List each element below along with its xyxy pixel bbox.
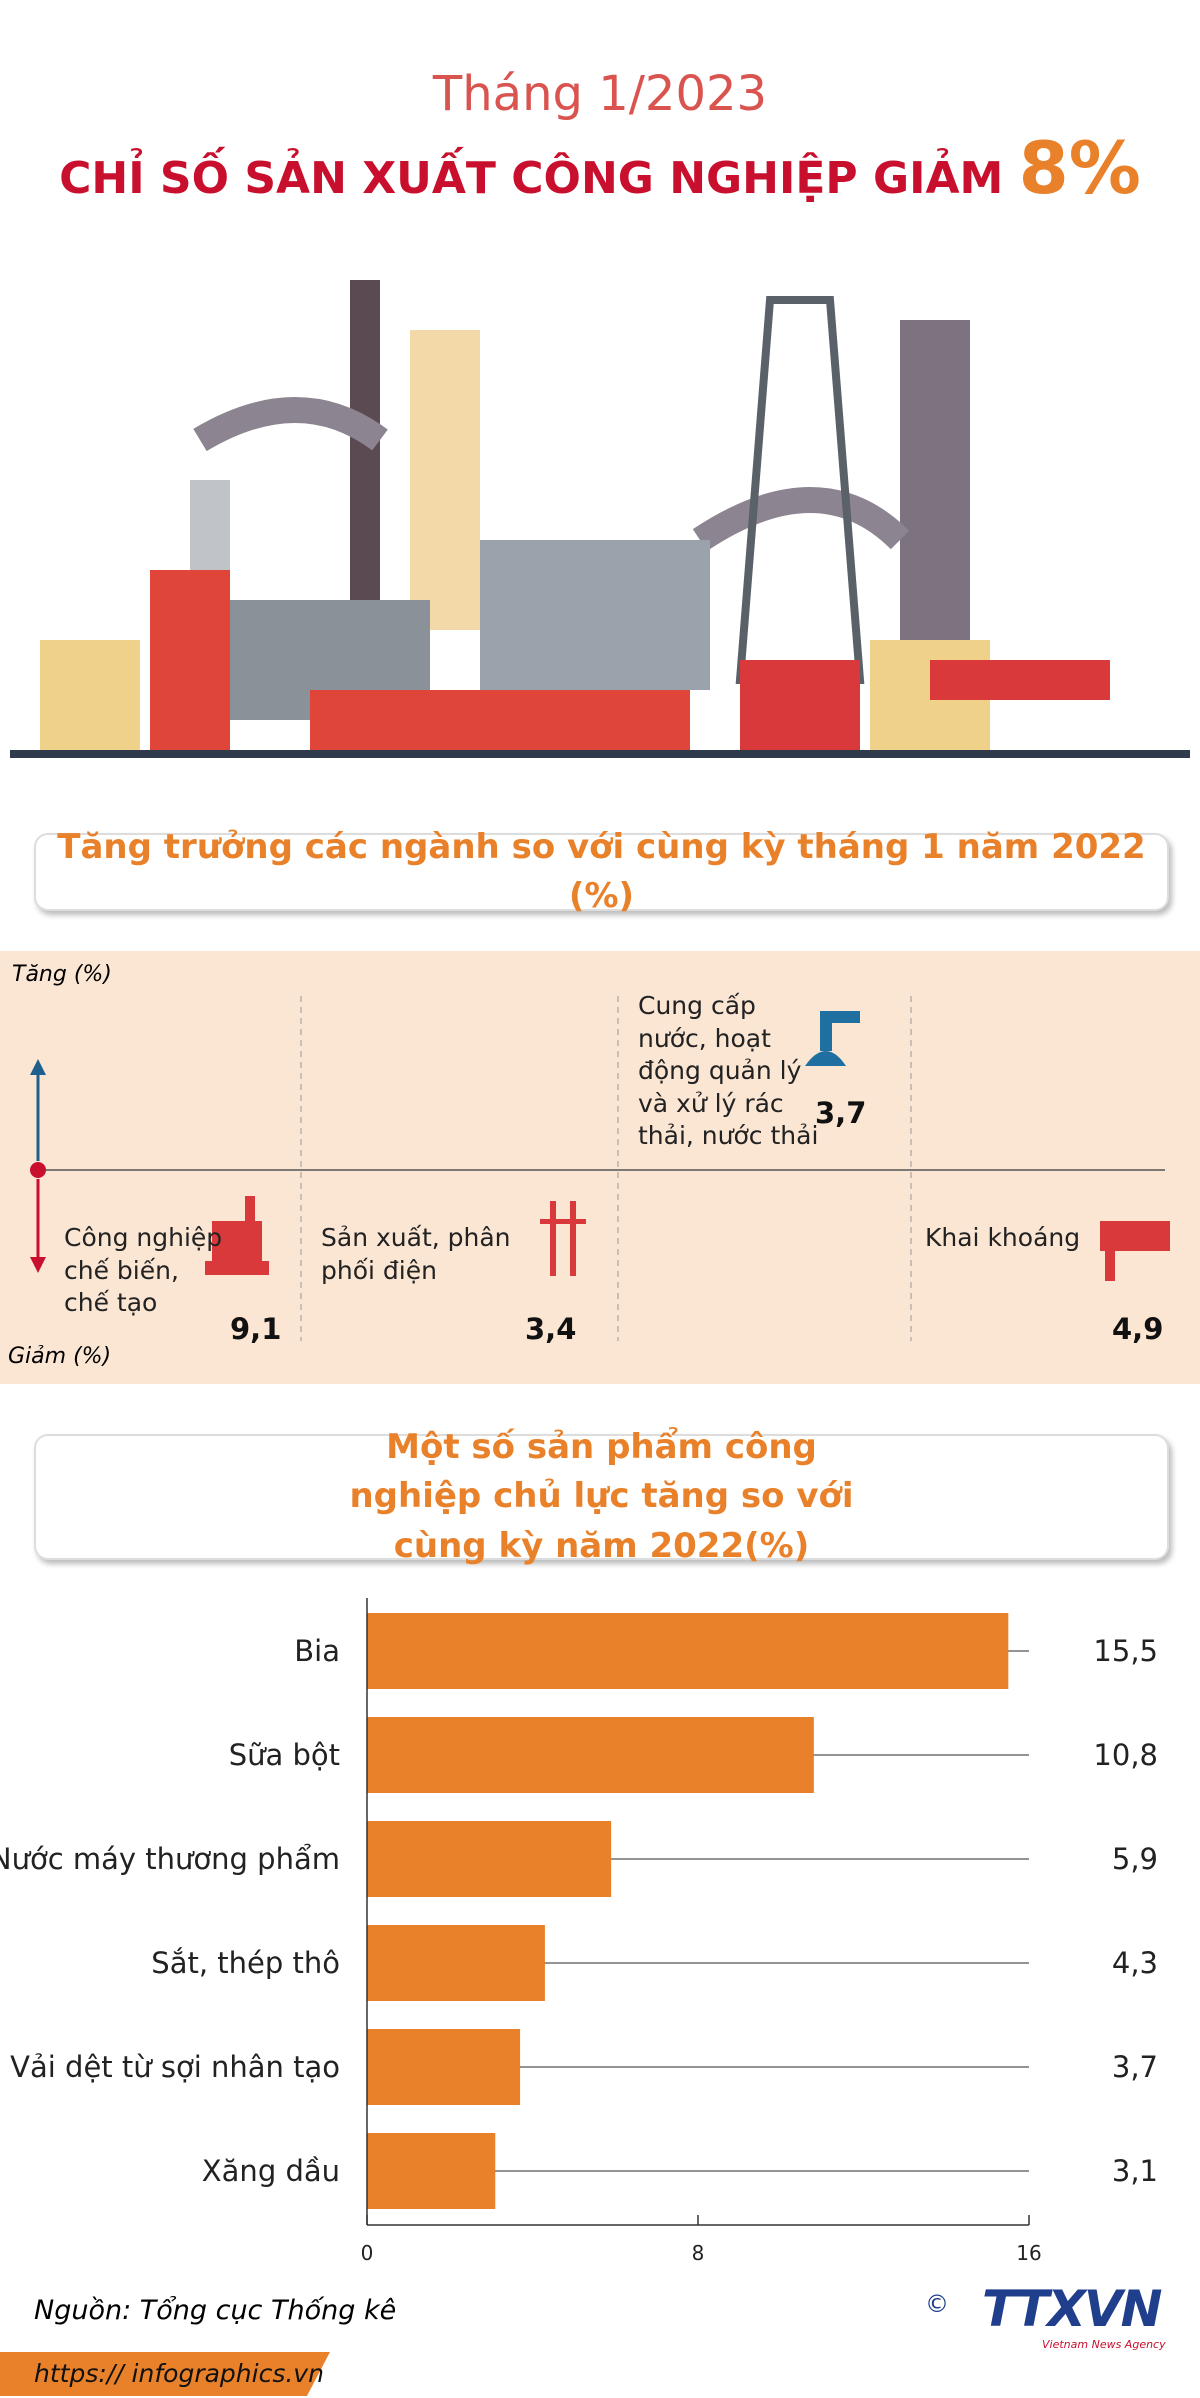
- logo: TTXVN: [982, 2280, 1162, 2338]
- category-label: Vải dệt từ sợi nhân tạo: [10, 2050, 340, 2084]
- x-tick-label: 8: [692, 2241, 705, 2265]
- subtitle: Tháng 1/2023: [432, 66, 768, 122]
- x-tick-label: 0: [361, 2241, 374, 2265]
- title: CHỈ SỐ SẢN XUẤT CÔNG NGHIỆP GIẢM 8%: [0, 126, 1200, 210]
- industry-label: Sản xuất, phân phối điện: [321, 1223, 511, 1285]
- industry-value: 3,4: [525, 1312, 577, 1346]
- source: Nguồn: Tổng cục Thống kê: [34, 2295, 397, 2326]
- illustration: [10, 280, 1190, 758]
- bar: [367, 1821, 612, 1897]
- logo-c: ©: [925, 2290, 949, 2318]
- highlight: 8%: [1018, 126, 1141, 210]
- industry-value: 9,1: [230, 1312, 282, 1346]
- agency: Vietnam News Agency: [1042, 2338, 1166, 2351]
- growth-axes: [30, 996, 1170, 1341]
- up-label: Tăng (%): [12, 962, 112, 987]
- industry-value: 3,7: [815, 1096, 867, 1130]
- value-label: 10,8: [1093, 1738, 1158, 1772]
- chart: Bia 15,5 Sữa bột 10,8 Nước máy thương phẩm 5,…: [0, 1598, 1158, 2265]
- chart-title: Một số sản phẩm công nghiệp chủ lực tăng…: [34, 1427, 1169, 1566]
- title-text: CHỈ SỐ SẢN XUẤT CÔNG NGHIỆP GIẢM: [59, 153, 1004, 204]
- chart-title-text: Một số sản phẩm công nghiệp chủ lực tăng…: [349, 1427, 854, 1566]
- value-label: 3,7: [1112, 2050, 1158, 2084]
- value-label: 15,5: [1093, 1634, 1158, 1668]
- growth-title: Tăng trưởng các ngành so với cùng kỳ thá…: [34, 827, 1169, 916]
- bar: [367, 2029, 521, 2105]
- category-label: Sắt, thép thô: [151, 1946, 340, 1980]
- category-label: Bia: [294, 1634, 340, 1668]
- url-bar: [0, 2352, 330, 2396]
- category-label: Sữa bột: [229, 1738, 340, 1772]
- bar: [367, 2133, 496, 2209]
- industry-value: 4,9: [1112, 1312, 1164, 1346]
- industry-label: Công nghiệp chế biến, chế tạo: [64, 1223, 223, 1317]
- x-tick-label: 16: [1016, 2241, 1041, 2265]
- category-label: Xăng dầu: [202, 2154, 340, 2188]
- value-label: 5,9: [1112, 1842, 1158, 1876]
- bar: [367, 1613, 1009, 1689]
- growth-panel: [0, 951, 1200, 1384]
- category-label: Nước máy thương phẩm: [0, 1842, 340, 1876]
- down-label: Giảm (%): [8, 1344, 112, 1369]
- value-label: 4,3: [1112, 1946, 1158, 1980]
- value-label: 3,1: [1112, 2154, 1158, 2188]
- bar: [367, 1717, 814, 1793]
- industry-label: Cung cấp nước, hoạt động quản lý và xử l…: [638, 991, 819, 1150]
- industry-label: Khai khoáng: [925, 1223, 1081, 1252]
- url: https:// infographics.vn: [34, 2359, 324, 2388]
- bar: [367, 1925, 545, 2001]
